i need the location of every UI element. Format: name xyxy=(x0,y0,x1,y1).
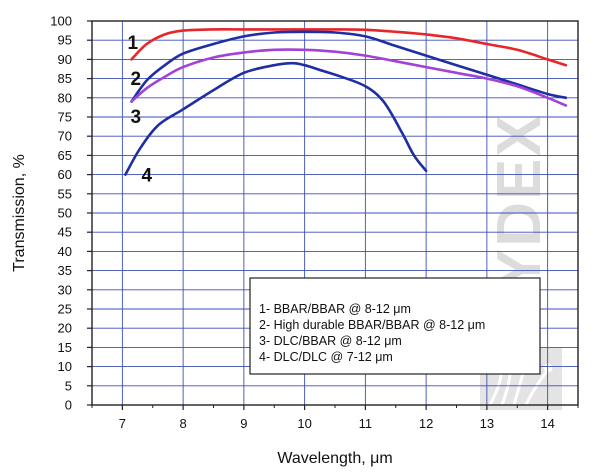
x-tick-label: 12 xyxy=(419,416,433,431)
y-tick-label: 55 xyxy=(58,186,72,201)
x-tick-label: 14 xyxy=(540,416,554,431)
y-tick-label: 20 xyxy=(58,321,72,336)
curve-tag-4: 4 xyxy=(141,166,152,187)
x-axis-label: Wavelength, μm xyxy=(277,450,392,467)
y-tick-label: 50 xyxy=(58,206,72,221)
legend-entry-3: 3- DLC/BBAR @ 8-12 μm xyxy=(259,334,402,348)
x-tick-label: 13 xyxy=(480,416,494,431)
series-line-3 xyxy=(130,48,568,107)
legend-box xyxy=(249,277,541,375)
curve-tags: 1 2 3 4 xyxy=(127,33,152,186)
y-tick-label: 40 xyxy=(58,244,72,259)
x-tick-label: 8 xyxy=(180,416,187,431)
y-tick-label: 10 xyxy=(58,359,72,374)
y-tick-label: 70 xyxy=(58,129,72,144)
x-tick-label: 11 xyxy=(359,416,373,431)
y-tick-label: 5 xyxy=(65,378,72,393)
series-line-2 xyxy=(130,30,568,103)
x-tick-label: 10 xyxy=(297,416,311,431)
y-tick-label: 100 xyxy=(50,14,72,29)
curve-tag-3: 3 xyxy=(131,107,142,128)
y-tick-label: 60 xyxy=(58,167,72,182)
legend-entry-4: 4- DLC/DLC @ 7-12 μm xyxy=(259,350,393,364)
series-line-1 xyxy=(130,28,568,67)
curve-tag-1: 1 xyxy=(127,33,138,54)
series-line-4 xyxy=(124,61,428,176)
y-tick-label: 65 xyxy=(58,148,72,163)
series-layer xyxy=(124,28,568,176)
y-tick-label: 35 xyxy=(58,263,72,278)
y-tick-label: 15 xyxy=(58,340,72,355)
y-tick-label: 45 xyxy=(58,225,72,240)
y-tick-label: 30 xyxy=(58,282,72,297)
legend-entry-1: 1- BBAR/BBAR @ 8-12 μm xyxy=(259,302,411,316)
y-axis-label: Transmission, % xyxy=(11,154,28,272)
y-tick-label: 0 xyxy=(65,398,72,413)
y-tick-label: 85 xyxy=(58,71,72,86)
axes: 7 8 9 10 11 12 13 14051015202530354045505560657… xyxy=(50,14,579,431)
curve-tag-2: 2 xyxy=(131,69,142,90)
x-tick-label: 7 xyxy=(119,416,126,431)
y-tick-label: 80 xyxy=(58,90,72,105)
y-tick-label: 25 xyxy=(58,302,72,317)
y-tick-label: 75 xyxy=(58,110,72,125)
legend: 1- BBAR/BBAR @ 8-12 μm 2- High durable BB… xyxy=(249,277,541,375)
y-tick-label: 90 xyxy=(58,52,72,67)
y-tick-label: 95 xyxy=(58,33,72,48)
x-tick-label: 9 xyxy=(240,416,247,431)
legend-entry-2: 2- High durable BBAR/BBAR @ 8-12 μm xyxy=(259,318,485,332)
